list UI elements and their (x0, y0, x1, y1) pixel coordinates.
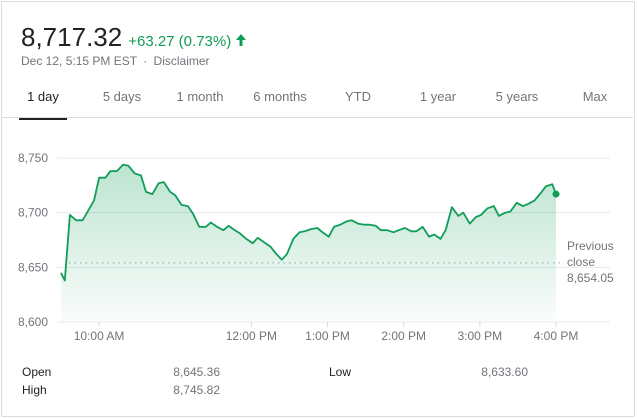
low-label: Low (329, 365, 352, 379)
quote-date: Dec 12, 5:15 PM EST (21, 54, 137, 68)
price-change: +63.27 (0.73%) (128, 33, 232, 50)
tabs-divider (1, 117, 633, 118)
tab-ytd[interactable]: YTD (345, 89, 371, 104)
x-tick-label: 12:00 PM (226, 329, 277, 343)
tab-max[interactable]: Max (582, 89, 608, 104)
y-tick-label: 8,700 (18, 206, 48, 220)
previous-close-value: 8,654.05 (567, 271, 614, 285)
separator-dot: · (143, 54, 148, 68)
x-tick-label: 1:00 PM (305, 329, 350, 343)
y-tick-label: 8,650 (18, 260, 48, 274)
time-range-tabs: 1 day 5 days 1 month 6 months YTD 1 year… (2, 80, 636, 120)
tab-5-years[interactable]: 5 years (495, 89, 539, 104)
y-tick-label: 8,750 (18, 151, 48, 165)
tab-5-days[interactable]: 5 days (102, 89, 142, 104)
open-value: 8,645.36 (173, 365, 220, 379)
high-label: High (22, 383, 47, 397)
x-tick-label: 2:00 PM (381, 329, 426, 343)
y-tick-label: 8,600 (18, 315, 48, 329)
previous-close-label: Previous (567, 239, 614, 253)
tab-1-year[interactable]: 1 year (419, 89, 457, 104)
low-value: 8,633.60 (481, 365, 528, 379)
price-area-fill (61, 164, 556, 322)
previous-close-label: close (567, 255, 595, 269)
x-tick-label: 4:00 PM (534, 329, 579, 343)
tab-1-month[interactable]: 1 month (176, 89, 224, 104)
x-tick-label: 10:00 AM (74, 329, 125, 343)
tab-1-day[interactable]: 1 day (19, 80, 67, 120)
open-label: Open (22, 365, 52, 379)
current-price-dot (552, 190, 560, 198)
x-tick-label: 3:00 PM (457, 329, 502, 343)
price-header: 8,717.32 +63.27 (0.73%) (21, 22, 247, 53)
current-price: 8,717.32 (21, 22, 123, 52)
tab-6-months[interactable]: 6 months (253, 89, 307, 104)
price-line (60, 163, 557, 282)
price-chart[interactable]: 8,600 8,650 8,700 8,750 10:00 AM 12:00 PM 1:00… (0, 118, 634, 348)
high-value: 8,745.82 (173, 383, 220, 397)
disclaimer-link[interactable]: Disclaimer (153, 54, 210, 68)
arrow-up-icon (235, 33, 247, 47)
quote-timestamp-row: Dec 12, 5:15 PM EST · Disclaimer (21, 54, 210, 68)
